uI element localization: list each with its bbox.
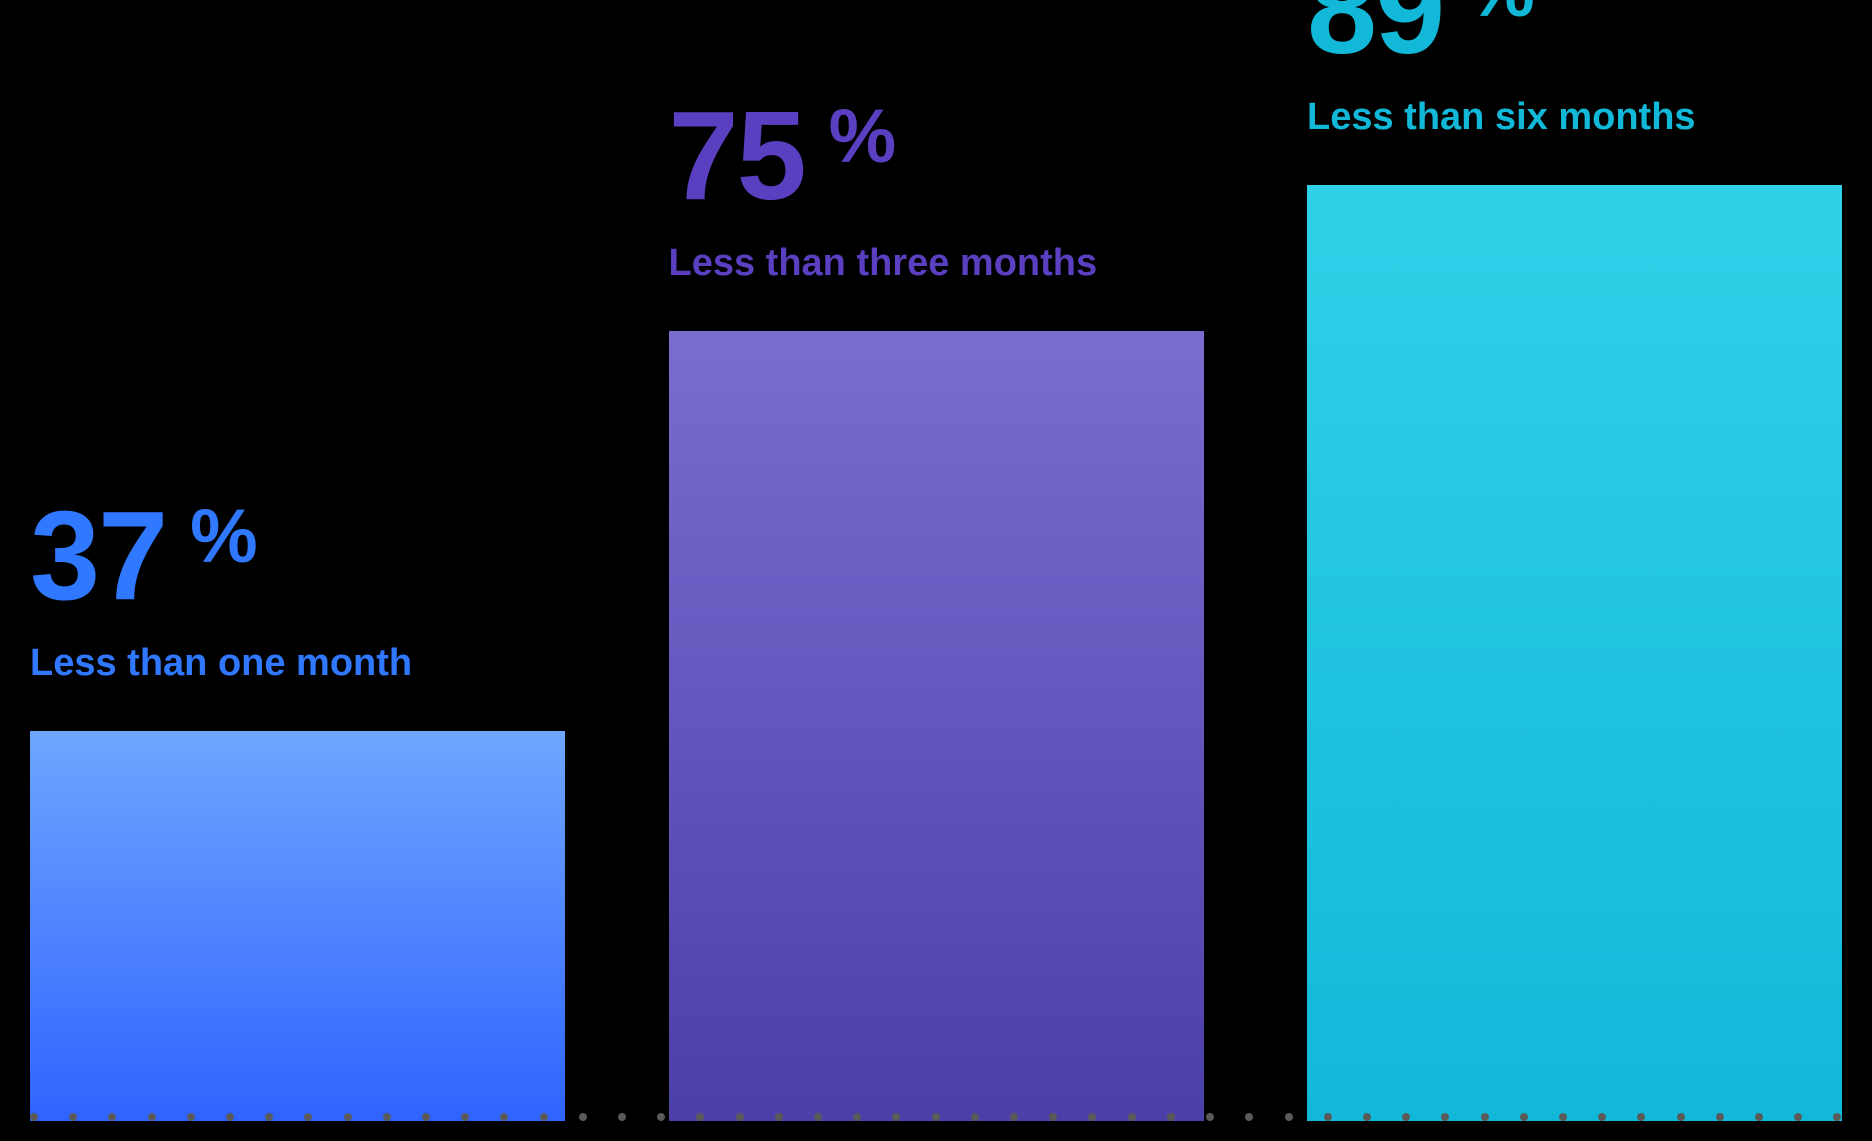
bar-sublabel: Less than three months [669,241,1204,287]
axis-dot [814,1113,822,1121]
bar-rect [1307,185,1842,1121]
axis-dot [892,1113,900,1121]
axis-dot [1481,1113,1489,1121]
axis-dot [265,1113,273,1121]
percent-value: 89 % [1307,0,1842,73]
axis-dot [1402,1113,1410,1121]
axis-dot [932,1113,940,1121]
axis-dot [187,1113,195,1121]
percent-value: 75 % [669,93,1204,219]
axis-dot [1598,1113,1606,1121]
percent-number: 37 [30,493,166,619]
axis-dot [226,1113,234,1121]
axis-dot [579,1113,587,1121]
axis-dot [1088,1113,1096,1121]
bar-rect [669,331,1204,1121]
axis-dot [1167,1113,1175,1121]
bar-chart: 37 % Less than one month 75 % Less than thr… [0,0,1872,1141]
axis-dot [69,1113,77,1121]
axis-dot [971,1113,979,1121]
percent-value: 37 % [30,493,565,619]
percent-number: 89 [1307,0,1443,73]
axis-dot [1794,1113,1802,1121]
axis-dot [148,1113,156,1121]
bar-slot: 37 % Less than one month [30,71,565,1121]
axis-dot [304,1113,312,1121]
bars-container: 37 % Less than one month 75 % Less than thr… [30,71,1842,1121]
axis-dot [1559,1113,1567,1121]
axis-dot [1716,1113,1724,1121]
axis-dot [1245,1113,1253,1121]
axis-dot [1520,1113,1528,1121]
axis-dot [775,1113,783,1121]
axis-dot [1285,1113,1293,1121]
bar-rect [30,731,565,1121]
percent-symbol: % [190,493,258,575]
axis-dot [1637,1113,1645,1121]
axis-dot [1206,1113,1214,1121]
percent-number: 75 [669,93,805,219]
axis-dot [736,1113,744,1121]
axis-dot [108,1113,116,1121]
bar-sublabel: Less than one month [30,641,565,687]
axis-dot [1010,1113,1018,1121]
axis-dot [461,1113,469,1121]
axis-dot [853,1113,861,1121]
axis-dot [1441,1113,1449,1121]
axis-dot [30,1113,38,1121]
axis-dot [1324,1113,1332,1121]
axis-dot [1833,1113,1841,1121]
axis-dot [1755,1113,1763,1121]
axis-dot [540,1113,548,1121]
axis-dot [1049,1113,1057,1121]
axis-dot [1363,1113,1371,1121]
axis-dot [696,1113,704,1121]
axis-dot [422,1113,430,1121]
bar-slot: 75 % Less than three months [669,71,1204,1121]
axis-dot [1677,1113,1685,1121]
bar-label-block: 75 % Less than three months [669,93,1204,287]
axis-dot [500,1113,508,1121]
plot-area: 37 % Less than one month 75 % Less than thr… [30,20,1842,1121]
bar-label-block: 89 % Less than six months [1307,0,1842,141]
axis-dot [383,1113,391,1121]
axis-dot [344,1113,352,1121]
axis-dot [657,1113,665,1121]
percent-symbol: % [829,93,897,175]
x-axis-baseline [30,1113,1842,1121]
axis-dot [618,1113,626,1121]
bar-sublabel: Less than six months [1307,95,1842,141]
axis-dot [1128,1113,1136,1121]
bar-slot: 89 %Less than six months [1307,71,1842,1121]
percent-symbol: % [1467,0,1535,29]
bar-label-block: 37 % Less than one month [30,493,565,687]
